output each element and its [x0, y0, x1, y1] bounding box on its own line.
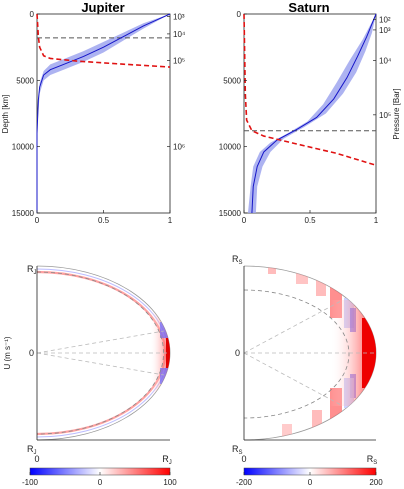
x-tick-label: 0 [35, 216, 40, 225]
y-tick-label: 15000 [219, 209, 242, 218]
y-tick-label: 10000 [12, 143, 35, 152]
depth-axis-label: Depth [km] [1, 95, 10, 134]
uncertainty-band [247, 14, 376, 213]
pressure-tick-label: 10⁴ [379, 56, 392, 65]
series-line-mean [36, 13, 171, 213]
x-radius-label: RJ [162, 454, 172, 466]
y-tick-label: 10000 [219, 143, 242, 152]
y-tick-label: 0 [237, 10, 242, 19]
saturn-flow-panel [243, 265, 377, 441]
jupiter-profile-plot [36, 13, 171, 214]
y-tick-label: 15000 [12, 209, 35, 218]
y-tick-label: 0 [30, 10, 35, 19]
pressure-tick-label: 10⁵ [173, 56, 185, 65]
pressure-axis-label: Pressure [Bar] [392, 88, 401, 139]
zero-label: 0 [29, 348, 34, 358]
colorbar-tick-label: 100 [163, 478, 177, 487]
uncertainty-band [37, 14, 170, 134]
x-tick-label: 0.5 [98, 216, 110, 225]
saturn-colorbar: -200 0 200 [236, 467, 383, 487]
colorbar-tick-label: 0 [98, 478, 103, 487]
radius-label-top: RS [232, 254, 243, 266]
pressure-tick-label: 10⁵ [379, 111, 391, 120]
radius-label-top: RJ [27, 264, 37, 276]
plot-frame [243, 13, 377, 214]
x-tick-label: 0 [242, 216, 247, 225]
y-tick-label: 5000 [16, 76, 34, 85]
tangent-line [243, 300, 342, 354]
colorbar-tick-label: 200 [369, 478, 383, 487]
x-origin-label: 0 [241, 454, 246, 464]
tangent-line [243, 352, 342, 406]
pressure-tick-label: 10³ [173, 13, 185, 22]
x-tick-label: 0.5 [304, 216, 316, 225]
x-radius-label: RS [367, 454, 378, 466]
x-tick-label: 1 [168, 216, 173, 225]
saturn-flow-field [268, 266, 376, 440]
saturn-title: Saturn [288, 0, 329, 15]
jupiter-title: Jupiter [81, 0, 124, 15]
velocity-axis-label: U (m s⁻¹) [3, 336, 12, 369]
x-tick-label: 1 [374, 216, 379, 225]
series-line-mean [251, 13, 377, 214]
colorbar-tick-label: -100 [22, 478, 39, 487]
pressure-tick-label: 10³ [379, 26, 391, 35]
inner-boundary [243, 289, 350, 419]
tangent-line [36, 352, 165, 376]
jupiter-colorbar: -100 0 100 [22, 467, 177, 487]
pressure-tick-label: 10⁴ [173, 30, 186, 39]
saturn-profile-plot [243, 13, 377, 214]
pressure-tick-label: 10² [379, 15, 391, 24]
radius-label-bottom: RJ [27, 444, 37, 456]
radius-label-bottom: RS [232, 444, 243, 456]
series-line-dashed [243, 13, 377, 167]
jupiter-flow-panel [36, 265, 171, 441]
pressure-tick-label: 10⁶ [173, 143, 185, 152]
colorbar-tick-label: -200 [236, 478, 253, 487]
series-line-dashed [36, 13, 171, 68]
y-tick-label: 5000 [223, 76, 241, 85]
x-origin-label: 0 [34, 454, 39, 464]
colorbar-tick-label: 0 [308, 478, 313, 487]
zero-label: 0 [235, 348, 240, 358]
tangent-line [36, 330, 165, 354]
